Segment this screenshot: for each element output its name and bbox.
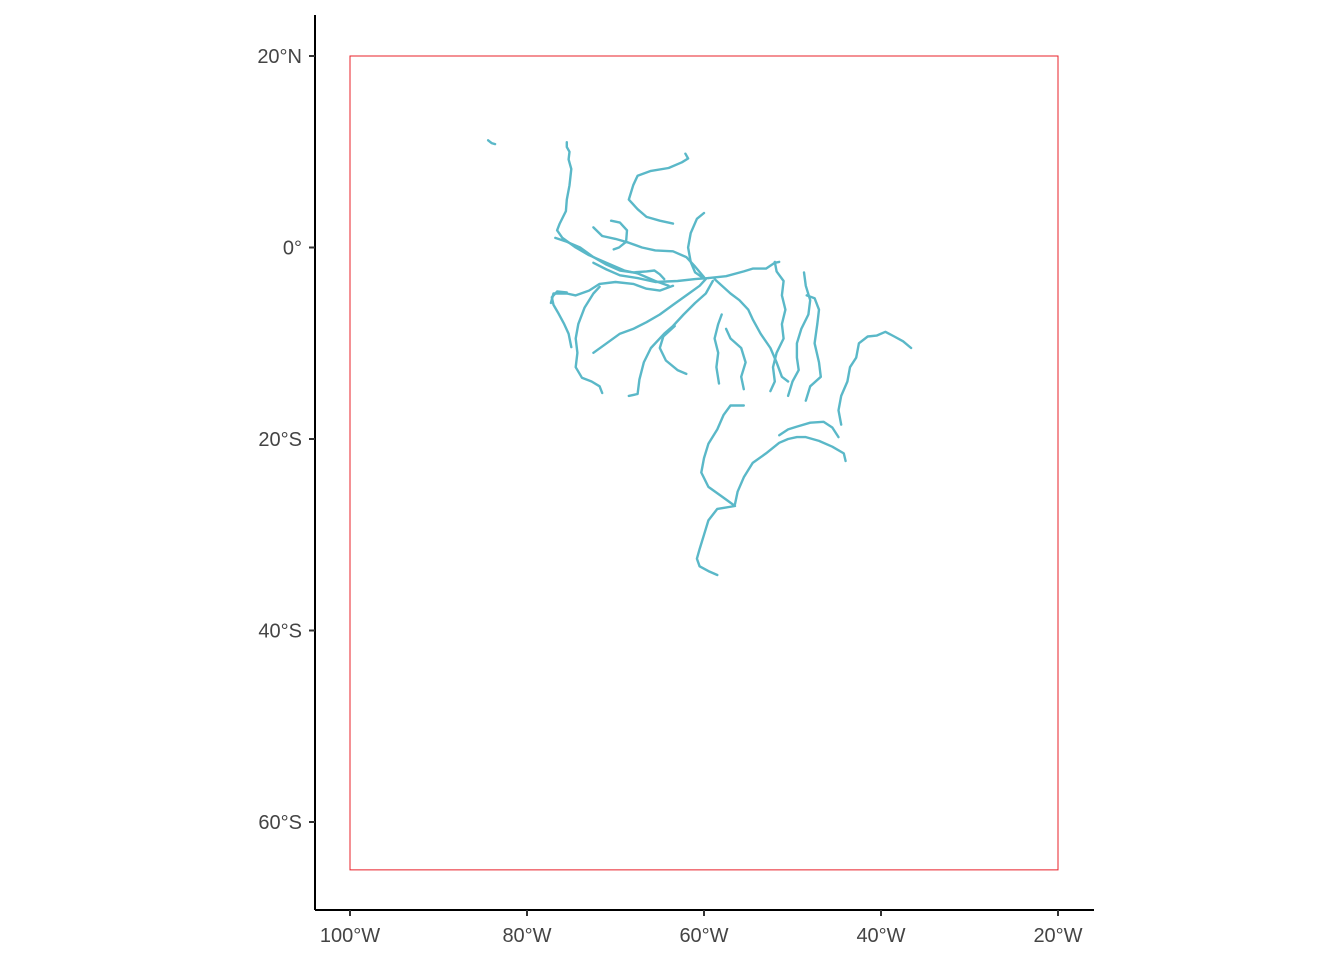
y-tick-label: 0° (283, 238, 302, 260)
river-maranon-upper (550, 290, 573, 349)
river-paraguay-parana (695, 404, 745, 577)
river-branco (686, 211, 706, 279)
river-napo-maranon (555, 140, 670, 287)
y-tick-label: 40°S (258, 621, 302, 643)
river-mamore (658, 324, 688, 376)
river-magdalena-fragment (486, 139, 497, 146)
river-guaviare (609, 219, 629, 251)
river-orinoco (627, 152, 690, 225)
y-axis: 20°N 0° 20°S 40°S 60°S (257, 15, 316, 910)
river-tapajos (713, 277, 790, 383)
x-tick-label: 60°W (679, 925, 728, 947)
x-tick-label: 80°W (502, 925, 551, 947)
river-sao-francisco-upper (733, 435, 847, 506)
river-sao-francisco (837, 330, 913, 426)
x-axis: 100°W 80°W 60°W 40°W 20°W (315, 909, 1094, 947)
river-ucayali (549, 280, 675, 305)
bounding-box (349, 55, 1059, 871)
x-tick-label: 20°W (1033, 925, 1082, 947)
y-tick-label: 60°S (258, 812, 302, 834)
river-amazon-main (707, 260, 781, 280)
rivers-layer (486, 139, 913, 577)
river-xingu (769, 260, 787, 393)
river-araguaia (804, 294, 822, 402)
river-madeira (627, 279, 714, 398)
river-tocantins (786, 271, 812, 398)
river-teles-pires (713, 313, 723, 385)
y-tick-label: 20°N (257, 46, 302, 68)
x-tick-label: 100°W (320, 925, 380, 947)
x-tick-label: 40°W (856, 925, 905, 947)
river-purus (592, 277, 707, 354)
river-juruena (724, 327, 747, 391)
y-tick-label: 20°S (258, 429, 302, 451)
river-jurua-purus (592, 261, 710, 284)
river-ucayali-lower (574, 285, 604, 395)
river-putumayo-japura (554, 236, 666, 281)
river-parana-tiete (778, 420, 840, 439)
